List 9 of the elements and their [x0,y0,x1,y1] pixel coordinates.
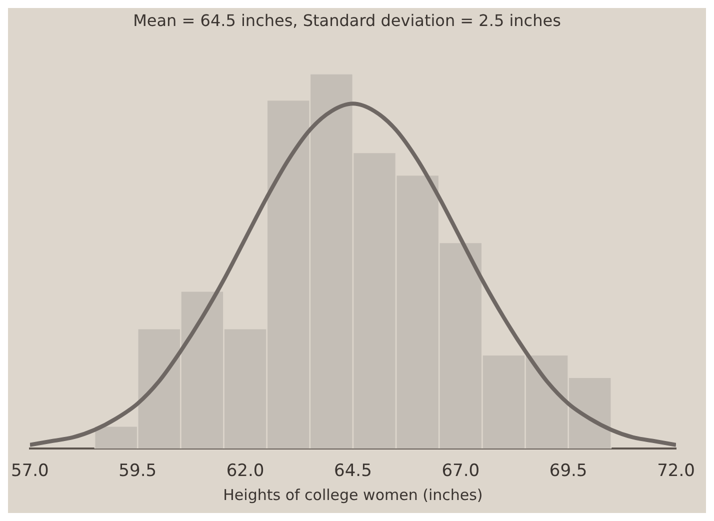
x-tick-label: 69.5 [549,461,588,482]
x-axis-title: Heights of college women (inches) [223,486,483,504]
x-tick-label: 67.0 [442,461,480,482]
chart-title: Mean = 64.5 inches, Standard deviation = 2.5 inches [133,10,561,30]
x-tick-label: 62.0 [226,461,264,482]
x-tick-label: 72.0 [657,461,695,482]
x-tick-label: 64.5 [334,461,372,482]
x-tick-label: 59.5 [118,461,157,482]
x-tick-label: 57.0 [10,461,49,482]
